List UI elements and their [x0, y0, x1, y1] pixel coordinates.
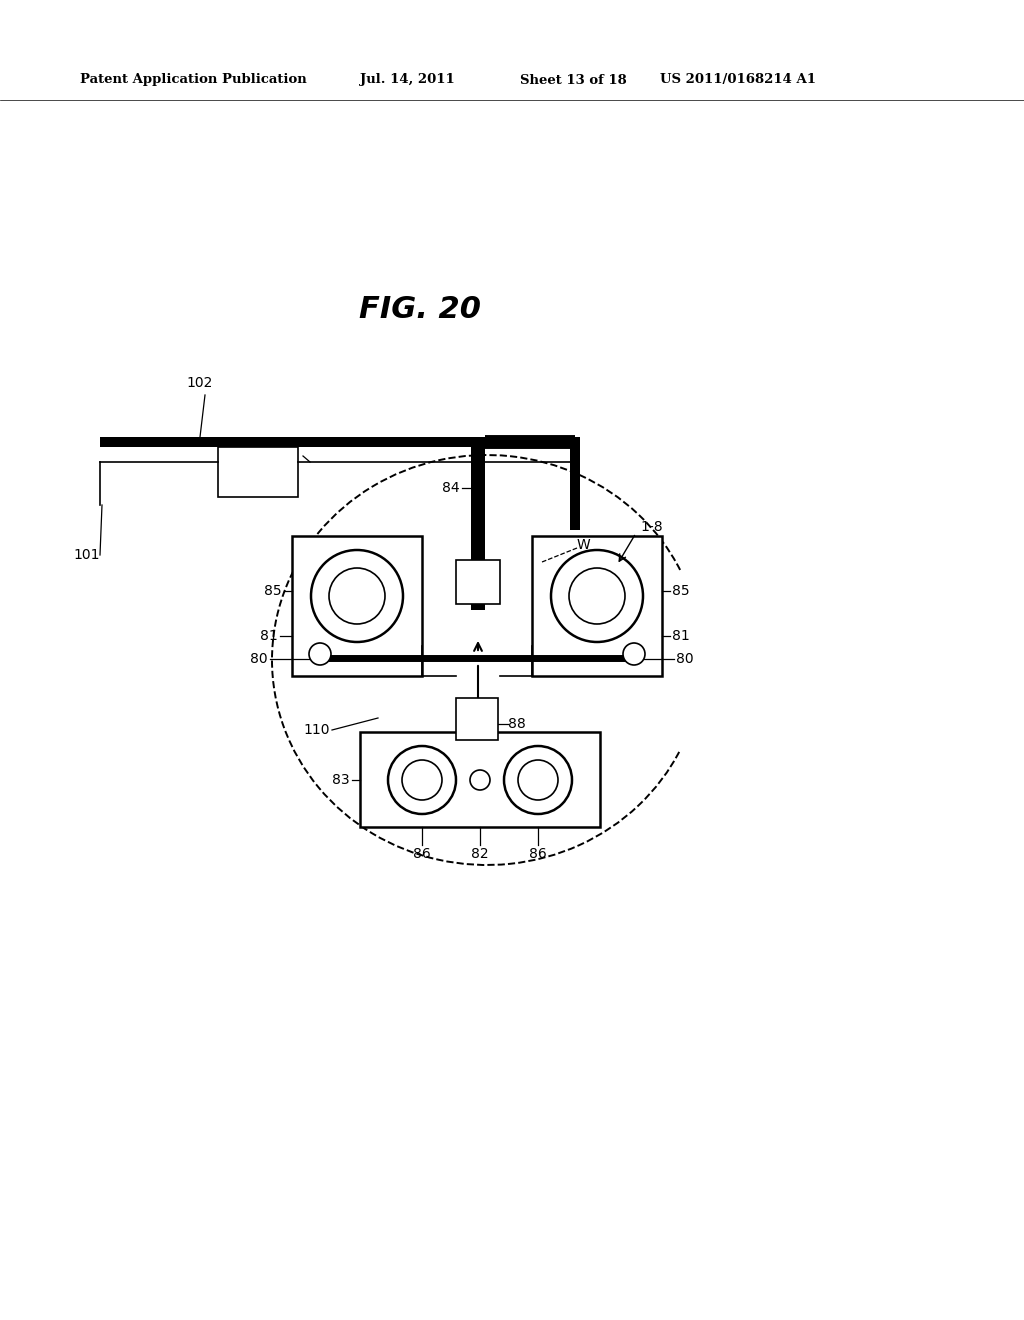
Text: 84: 84 — [442, 480, 460, 495]
Bar — [532, 536, 662, 676]
Circle shape — [551, 550, 643, 642]
Text: 101: 101 — [74, 548, 100, 562]
Circle shape — [470, 770, 490, 789]
Text: 88: 88 — [508, 717, 525, 731]
Circle shape — [504, 746, 572, 814]
Circle shape — [518, 760, 558, 800]
Text: 102: 102 — [186, 376, 213, 389]
Text: 80: 80 — [251, 652, 268, 667]
Text: Patent Application Publication: Patent Application Publication — [80, 74, 307, 87]
Text: 82: 82 — [471, 847, 488, 861]
Bar — [570, 437, 580, 531]
Bar — [218, 447, 298, 498]
Text: 110: 110 — [303, 723, 330, 737]
Text: US 2011/0168214 A1: US 2011/0168214 A1 — [660, 74, 816, 87]
Text: 86: 86 — [529, 847, 547, 861]
Text: 103: 103 — [303, 436, 330, 450]
Circle shape — [623, 643, 645, 665]
Bar — [471, 440, 485, 610]
Text: FIG. 20: FIG. 20 — [359, 296, 481, 325]
Circle shape — [402, 760, 442, 800]
Text: 85: 85 — [672, 583, 689, 598]
Bar — [360, 733, 600, 828]
Bar — [100, 437, 575, 447]
Text: 85: 85 — [264, 583, 282, 598]
Text: Jul. 14, 2011: Jul. 14, 2011 — [360, 74, 455, 87]
Text: 83: 83 — [333, 774, 350, 787]
Text: 1-8: 1-8 — [640, 520, 663, 535]
Circle shape — [569, 568, 625, 624]
Circle shape — [311, 550, 403, 642]
Bar — [292, 536, 422, 676]
Circle shape — [388, 746, 456, 814]
Text: W: W — [577, 539, 591, 552]
Text: 86: 86 — [413, 847, 431, 861]
Text: 81: 81 — [260, 630, 278, 643]
Bar — [456, 560, 500, 605]
Circle shape — [309, 643, 331, 665]
Circle shape — [329, 568, 385, 624]
Text: 80: 80 — [676, 652, 693, 667]
Text: Sheet 13 of 18: Sheet 13 of 18 — [520, 74, 627, 87]
Bar — [456, 698, 498, 741]
Text: 81: 81 — [672, 630, 690, 643]
